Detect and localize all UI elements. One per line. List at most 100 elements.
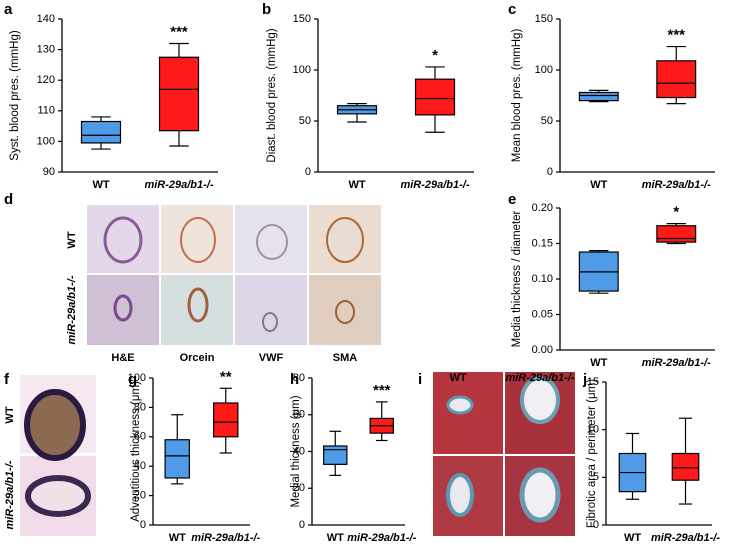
y-tick-label: 20 — [293, 482, 305, 494]
row-label: miR-29a/b1-/- — [4, 460, 16, 529]
significance: *** — [170, 23, 188, 40]
box-panel: b 0 50 100 150 Diast. blood pres. (mmHg) WT miR… — [262, 1, 474, 191]
fibrosis-sections — [433, 372, 575, 536]
significance: ** — [220, 368, 232, 385]
x-tick-label: miR-29a/b1-/- — [347, 532, 416, 544]
y-tick-label: 100 — [535, 64, 553, 76]
y-tick-label: 60 — [293, 409, 305, 421]
significance: * — [673, 204, 679, 221]
y-tick-label: 130 — [37, 44, 55, 56]
y-tick-label: 10 — [587, 424, 599, 436]
x-tick-label: miR-29a/b1-/- — [642, 179, 711, 191]
panel-letter: c — [508, 1, 516, 18]
y-tick-label: 150 — [535, 13, 553, 25]
panel-letter: i — [418, 371, 422, 388]
y-axis-label: Diast. blood pres. (mmHg) — [266, 28, 278, 162]
y-tick-label: 50 — [541, 115, 553, 127]
x-tick-label: miR-29a/b1-/- — [651, 532, 720, 544]
box-panel: h 0 20 40 60 80 Medial thickness (μm) WT miR-29a… — [290, 371, 417, 544]
x-tick-label: miR-29a/b1-/- — [191, 532, 260, 544]
x-tick-label: miR-29a/b1-/- — [400, 179, 469, 191]
row-label: WT — [66, 231, 78, 248]
y-tick-label: 150 — [293, 13, 311, 25]
y-tick-label: 140 — [37, 13, 55, 25]
y-axis-label: Syst. blood pres. (mmHg) — [9, 30, 21, 161]
column-label: SMA — [333, 352, 358, 364]
histology-grid — [87, 205, 381, 345]
y-tick-label: 0.00 — [532, 344, 553, 356]
y-axis-label: Adventitious thickness (μm) — [130, 381, 142, 522]
y-axis-label: Medial thickness (μm) — [290, 395, 302, 507]
box — [158, 56, 200, 132]
y-axis-label: Mean blood pres. (mmHg) — [511, 29, 523, 163]
panel-letter: e — [508, 191, 516, 208]
x-tick-label: WT — [590, 179, 607, 191]
x-tick-label: WT — [624, 532, 641, 544]
box — [80, 120, 122, 144]
row-label: miR-29a/b1-/- — [66, 275, 78, 344]
y-tick-label: 0 — [305, 166, 311, 178]
x-tick-label: miR-29a/b1-/- — [144, 179, 213, 191]
y-tick-label: 15 — [587, 376, 599, 388]
y-tick-label: 100 — [37, 135, 55, 147]
x-tick-label: WT — [590, 357, 607, 369]
box-panel: c 0 50 100 150 Mean blood pres. (mmHg) WT miR-2… — [508, 1, 715, 191]
y-tick-label: 90 — [43, 166, 55, 178]
panel-letter: d — [4, 191, 13, 208]
y-tick-label: 40 — [293, 445, 305, 457]
y-tick-label: 60 — [134, 431, 146, 443]
column-label: WT — [449, 372, 466, 384]
y-tick-label: 100 — [128, 372, 146, 384]
box — [578, 91, 619, 102]
y-tick-label: 5 — [593, 471, 599, 483]
y-tick-label: 50 — [299, 115, 311, 127]
y-tick-label: 0.10 — [532, 273, 553, 285]
y-tick-label: 80 — [293, 372, 305, 384]
y-tick-label: 0.05 — [532, 308, 553, 320]
y-tick-label: 100 — [293, 64, 311, 76]
significance: *** — [667, 27, 685, 44]
x-tick-label: WT — [92, 179, 109, 191]
box — [164, 439, 190, 479]
column-label: miR-29a/b1-/- — [505, 372, 574, 384]
box — [656, 225, 697, 243]
y-tick-label: 0.20 — [532, 202, 553, 214]
panel-letter: b — [262, 1, 271, 18]
row-label: WT — [4, 406, 16, 423]
panel-letter: f — [4, 371, 10, 388]
box-panel: e 0.00 0.05 0.10 0.15 0.20 Media thickness / d… — [508, 191, 715, 369]
y-tick-label: 120 — [37, 74, 55, 86]
box — [213, 402, 239, 438]
y-tick-label: 110 — [37, 105, 55, 117]
y-tick-label: 0 — [299, 519, 305, 531]
column-label: VWF — [259, 352, 284, 364]
panel-letter: a — [4, 1, 13, 18]
x-tick-label: WT — [169, 532, 186, 544]
y-axis-label: Media thickness / diameter — [511, 210, 523, 347]
panel-letter: j — [582, 371, 587, 388]
significance: * — [432, 47, 438, 64]
box — [323, 445, 348, 465]
y-tick-label: 0 — [140, 519, 146, 531]
column-label: H&E — [111, 352, 134, 364]
y-tick-label: 80 — [134, 401, 146, 413]
box — [414, 78, 456, 116]
y-tick-label: 40 — [134, 460, 146, 472]
x-tick-label: WT — [327, 532, 344, 544]
x-tick-label: miR-29a/b1-/- — [642, 357, 711, 369]
column-label: Orcein — [180, 352, 215, 364]
panel-letter: g — [128, 371, 137, 388]
y-tick-label: 0.15 — [532, 237, 553, 249]
y-tick-label: 20 — [134, 490, 146, 502]
box — [671, 452, 700, 481]
box — [656, 60, 697, 99]
y-tick-label: 0 — [593, 519, 599, 531]
panel-letter: h — [290, 371, 299, 388]
x-tick-label: WT — [348, 179, 365, 191]
box-panel: a 90 100 110 120 130 140 Syst. blood pres. (mmH… — [4, 1, 218, 191]
y-tick-label: 0 — [547, 166, 553, 178]
